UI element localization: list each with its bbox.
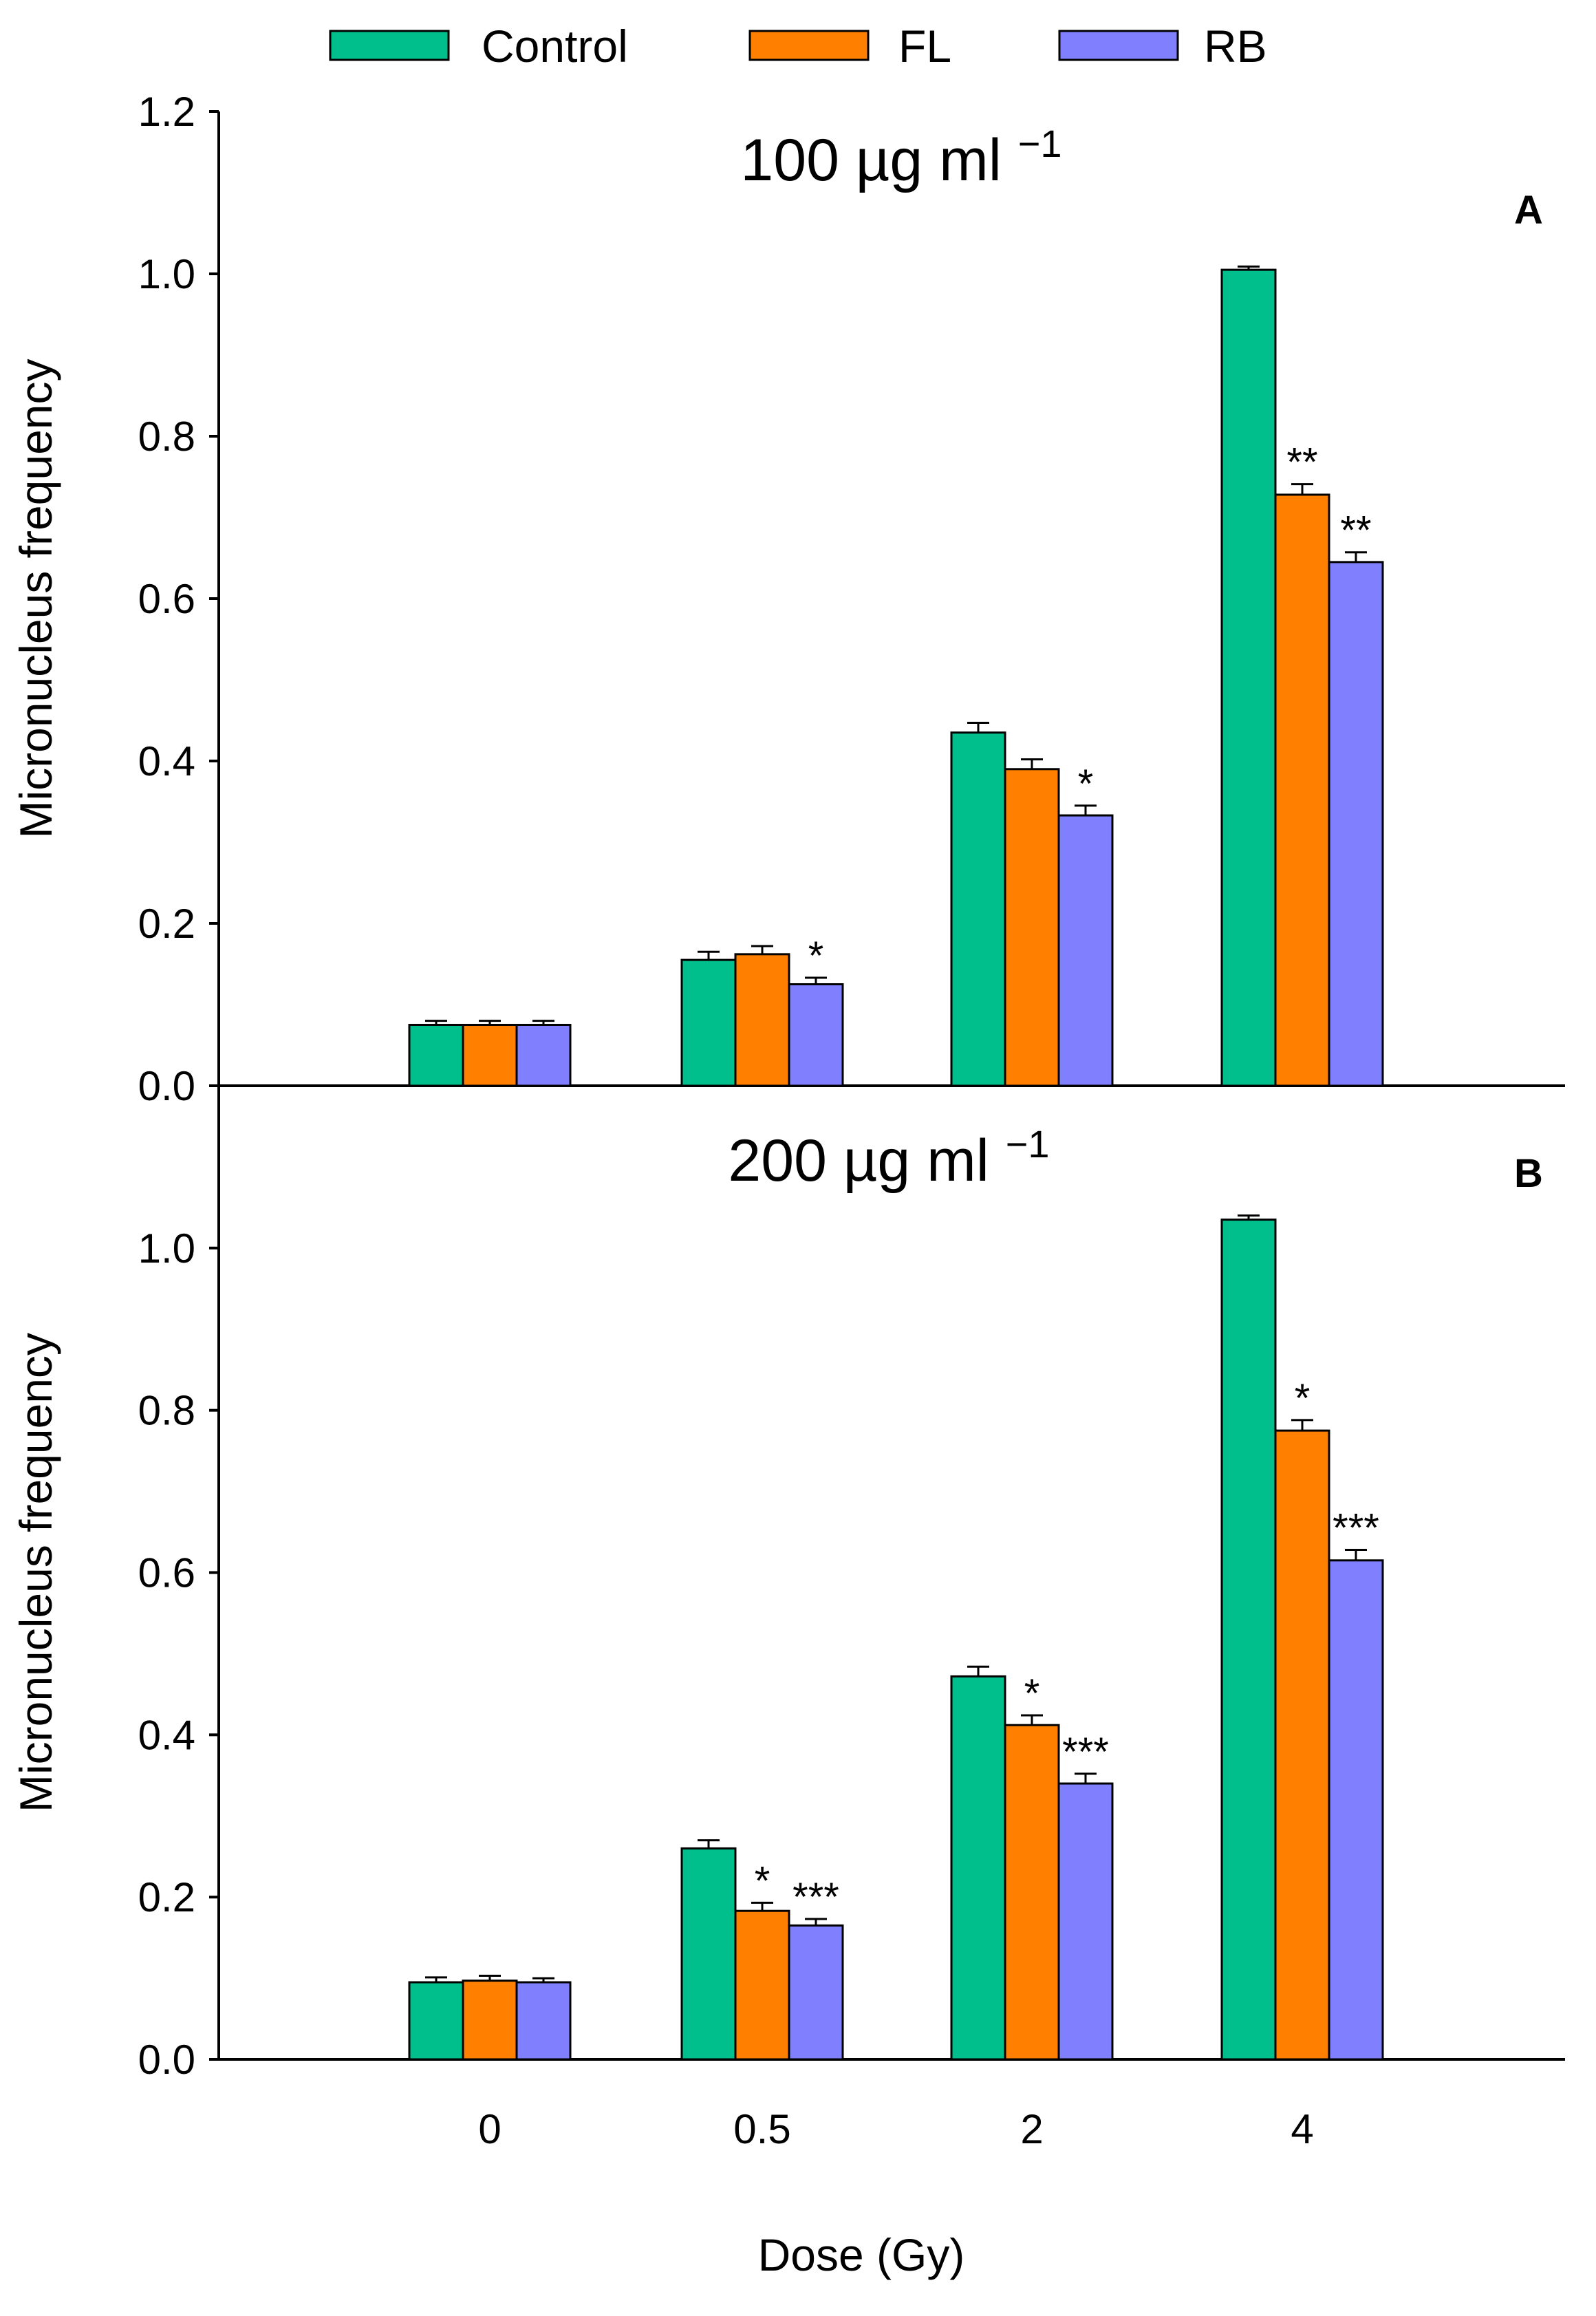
bar-control-4 <box>1220 1219 1277 2061</box>
legend-label-control: Control <box>482 21 628 72</box>
y-tick-label: 0.8 <box>138 414 195 460</box>
bar-fl-2 <box>1004 768 1060 1087</box>
bar-control-0.5 <box>680 958 737 1087</box>
panel-title-main: 200 µg ml <box>728 1128 1005 1194</box>
panel-title: 100 µg ml −1 <box>740 122 1061 193</box>
significance-mark: *** <box>1333 1505 1379 1550</box>
y-tick-label: 0.0 <box>138 2037 195 2083</box>
bar-fl-0.5 <box>734 953 790 1087</box>
legend-swatch-rb <box>1058 30 1179 61</box>
significance-mark: * <box>1295 1376 1311 1421</box>
panel-b: 0.0 0.2 0.4 0.6 0.8 1.0 Micronucleus frequency… <box>10 1086 1565 2083</box>
legend-label-fl: FL <box>898 21 951 72</box>
legend-swatch-fl <box>748 30 870 61</box>
x-axis-title: Dose (Gy) <box>758 2229 965 2280</box>
bar-control-2 <box>950 731 1006 1087</box>
significance-mark: * <box>1078 762 1094 806</box>
panel-title-superscript: −1 <box>1006 1122 1050 1166</box>
bar-rb-2 <box>1057 814 1114 1087</box>
x-tick-label: 4 <box>1291 2106 1313 2152</box>
panel-title: 200 µg ml −1 <box>728 1122 1049 1194</box>
panel-letter: A <box>1514 188 1543 233</box>
significance-mark: * <box>1024 1671 1040 1716</box>
y-axis-title: Micronucleus frequency <box>10 1333 61 1812</box>
bar-rb-0.5 <box>788 983 844 1087</box>
y-tick-label: 0.2 <box>138 1874 195 1920</box>
y-tick-label: 0.6 <box>138 576 195 622</box>
legend-swatch-control <box>329 30 450 61</box>
significance-mark: * <box>755 1858 770 1903</box>
y-tick-label: 0.4 <box>138 738 195 784</box>
panel-title-main: 100 µg ml <box>740 127 1017 193</box>
bar-fl-0.5 <box>734 1909 790 2061</box>
bar-fl-0 <box>462 1980 518 2061</box>
y-tick-label: 0.8 <box>138 1388 195 1434</box>
bar-rb-2 <box>1057 1782 1114 2061</box>
x-tick-label: 0 <box>478 2106 501 2152</box>
significance-mark: ** <box>1340 508 1371 553</box>
bar-rb-0 <box>515 1981 572 2061</box>
panel-title-superscript: −1 <box>1018 122 1062 165</box>
bar-control-0 <box>408 1981 464 2061</box>
bar-fl-0 <box>462 1024 518 1087</box>
bar-control-4 <box>1220 268 1277 1087</box>
significance-mark: * <box>808 934 824 978</box>
y-axis-title: Micronucleus frequency <box>10 359 61 839</box>
x-tick-label: 0.5 <box>733 2106 790 2152</box>
bar-control-0.5 <box>680 1847 737 2061</box>
y-tick-label: 0.6 <box>138 1550 195 1596</box>
x-tick-label: 2 <box>1020 2106 1043 2152</box>
panel-letter: B <box>1514 1151 1543 1196</box>
y-tick-label: 0.0 <box>138 1063 195 1109</box>
y-tick-label: 0.4 <box>138 1712 195 1758</box>
bar-fl-2 <box>1004 1724 1060 2061</box>
significance-mark: *** <box>792 1875 839 1920</box>
legend-label-rb: RB <box>1204 21 1267 72</box>
bar-control-0 <box>408 1024 464 1087</box>
panel-a: 0.0 0.2 0.4 0.6 0.8 1.0 1.2 Micronucleus freque… <box>10 89 1565 1109</box>
y-tick-label: 0.2 <box>138 901 195 947</box>
bar-rb-4 <box>1328 561 1384 1087</box>
bar-control-2 <box>950 1675 1006 2061</box>
significance-mark: ** <box>1286 440 1317 485</box>
y-tick-label: 1.0 <box>138 251 195 297</box>
y-tick-label: 1.0 <box>138 1225 195 1272</box>
y-tick-label: 1.2 <box>138 89 195 135</box>
legend: Control FL RB <box>329 21 1267 72</box>
bar-fl-4 <box>1274 493 1330 1087</box>
significance-mark: *** <box>1062 1730 1109 1774</box>
bar-rb-4 <box>1328 1559 1384 2061</box>
bar-fl-4 <box>1274 1429 1330 2061</box>
bar-rb-0 <box>515 1024 572 1087</box>
bar-rb-0.5 <box>788 1924 844 2061</box>
